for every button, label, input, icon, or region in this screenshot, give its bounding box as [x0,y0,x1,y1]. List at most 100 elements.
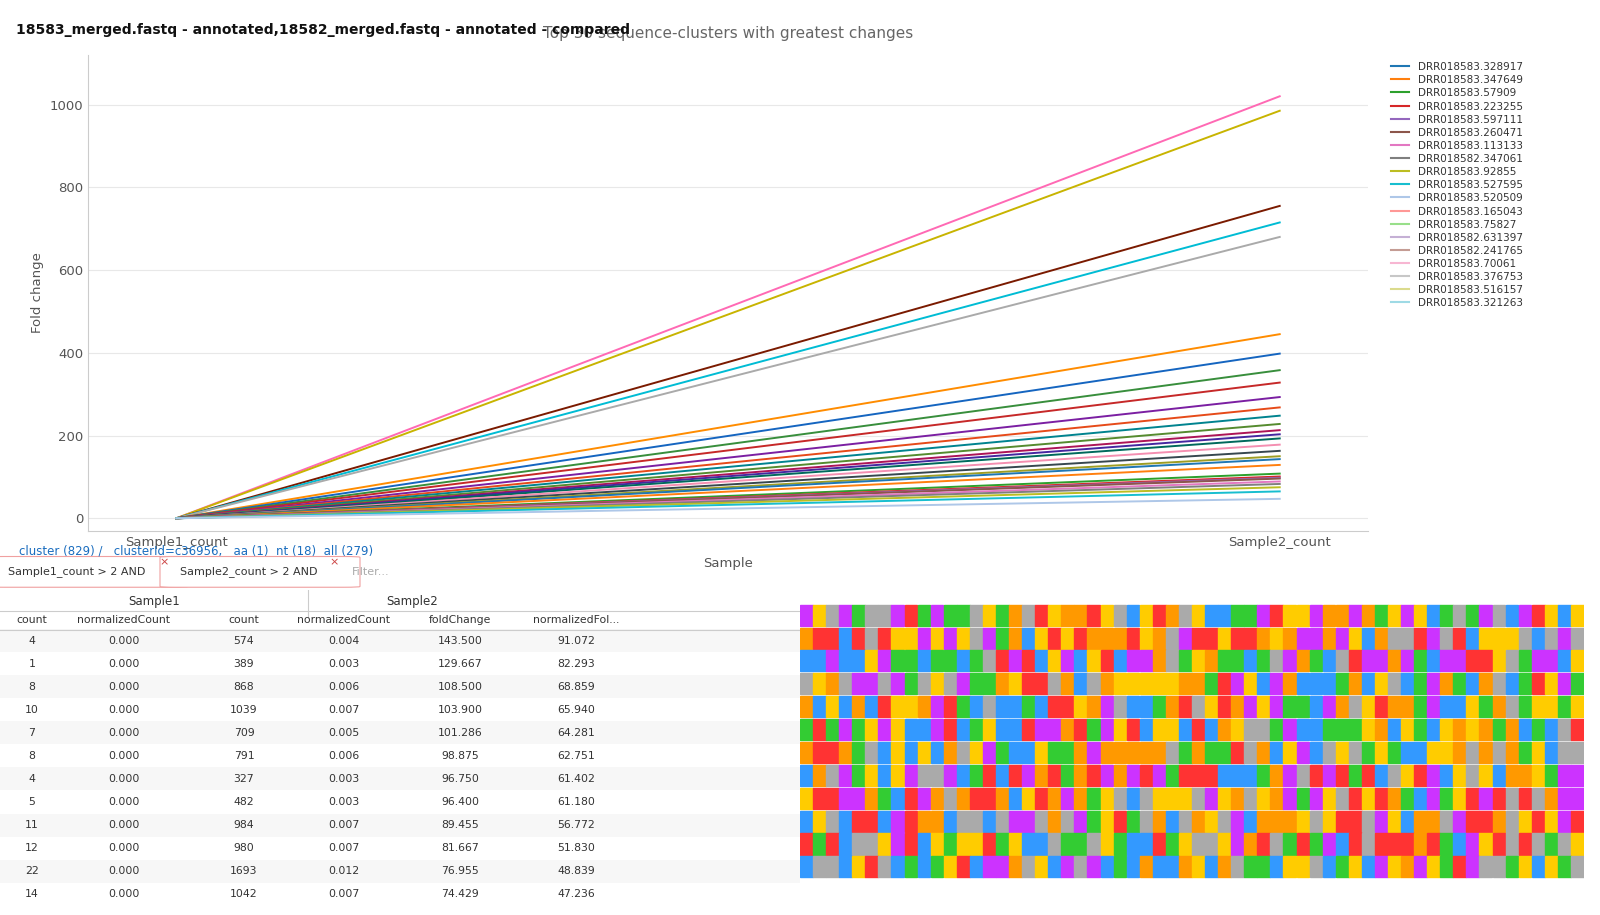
Bar [1546,834,1558,855]
Bar [1389,628,1402,649]
Bar [1480,834,1493,855]
Bar [826,834,838,855]
Bar [1101,856,1114,877]
Text: 64.281: 64.281 [557,727,595,737]
Bar [944,628,957,649]
Bar [1296,765,1309,786]
Bar [1414,673,1427,694]
Bar [1309,811,1323,832]
Bar [1336,628,1349,649]
Bar [853,742,866,763]
Text: 5: 5 [29,797,35,807]
Bar [1467,765,1480,786]
Text: 0.000: 0.000 [109,727,139,737]
Bar [0,836,800,859]
Bar [1152,834,1166,855]
Bar [957,651,970,672]
Bar [1374,811,1387,832]
Bar [853,765,866,786]
Bar [1362,605,1374,626]
Bar [878,811,891,832]
Bar [1453,811,1466,832]
Bar [840,765,853,786]
Bar [1152,811,1166,832]
Bar [957,856,970,877]
Bar [1349,834,1362,855]
Bar [1336,719,1349,740]
Bar [1218,605,1230,626]
Bar [1139,765,1152,786]
Bar [1166,651,1179,672]
Text: 48.839: 48.839 [557,867,595,877]
Text: 574: 574 [234,636,254,646]
Bar [1389,696,1402,717]
Bar [1427,719,1440,740]
Bar [1414,696,1427,717]
Text: 868: 868 [234,682,254,692]
Bar [1205,788,1218,809]
Text: 8: 8 [29,682,35,692]
Bar [813,788,826,809]
Bar [853,651,866,672]
Bar [995,765,1010,786]
Bar [1546,788,1558,809]
Bar [878,856,891,877]
Bar [1035,765,1048,786]
Text: 129.667: 129.667 [438,659,482,669]
Bar [1427,834,1440,855]
Bar [840,696,853,717]
Bar [0,813,800,836]
Bar [1126,673,1139,694]
Text: 62.751: 62.751 [557,751,595,761]
Text: 1: 1 [29,659,35,669]
Bar [970,673,982,694]
Bar [1139,788,1152,809]
Bar [904,856,917,877]
Bar [1349,765,1362,786]
Bar [1558,834,1571,855]
Bar [1283,605,1296,626]
Bar [878,628,891,649]
Bar [1218,673,1230,694]
Bar [1179,696,1192,717]
Bar [1309,742,1323,763]
Bar [1374,673,1387,694]
Bar [944,673,957,694]
Bar [1414,742,1427,763]
Bar [1389,856,1402,877]
Bar [904,788,917,809]
Bar [1506,856,1518,877]
Bar [1270,834,1283,855]
Bar [1114,719,1126,740]
Bar [1022,765,1035,786]
Bar [1270,673,1283,694]
Bar [1022,856,1035,877]
Text: count: count [16,615,48,625]
Bar [1480,742,1493,763]
Bar [904,605,917,626]
X-axis label: Sample: Sample [702,557,754,570]
Bar [1061,673,1074,694]
Bar [1362,719,1374,740]
Bar [1402,765,1414,786]
Bar [1349,856,1362,877]
Bar [1402,719,1414,740]
Bar [1258,788,1270,809]
Bar [1506,742,1518,763]
Bar [1506,765,1518,786]
Bar [970,856,982,877]
Bar [944,742,957,763]
Bar [1467,719,1480,740]
Bar [1296,719,1309,740]
Bar [1061,719,1074,740]
Bar [1558,788,1571,809]
Bar [1166,605,1179,626]
Bar [904,628,917,649]
Text: 0.000: 0.000 [109,751,139,761]
Text: 1042: 1042 [230,889,258,899]
Text: normalizedCount: normalizedCount [298,615,390,625]
Bar [1362,673,1374,694]
Bar [1480,811,1493,832]
Bar [1374,719,1387,740]
Bar [800,856,813,877]
